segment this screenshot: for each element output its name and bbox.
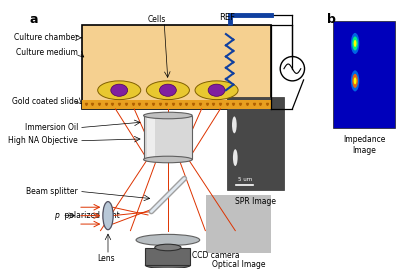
Text: polarized light: polarized light	[62, 211, 120, 220]
Ellipse shape	[160, 84, 176, 96]
Text: Cells: Cells	[148, 15, 166, 24]
Bar	[82, 25, 271, 109]
Text: Lens: Lens	[97, 254, 115, 263]
Ellipse shape	[146, 262, 190, 269]
Text: SPR Image: SPR Image	[235, 197, 276, 206]
Ellipse shape	[144, 156, 192, 163]
Bar	[227, 97, 284, 190]
Text: REF: REF	[219, 13, 235, 22]
Text: Beam splitter: Beam splitter	[26, 187, 78, 196]
Ellipse shape	[98, 81, 141, 100]
Text: Culture chamber: Culture chamber	[14, 33, 78, 42]
Text: b: b	[327, 14, 336, 26]
Bar	[82, 100, 271, 109]
Ellipse shape	[155, 244, 181, 251]
Text: p: p	[54, 211, 59, 220]
Text: CCD camera: CCD camera	[192, 251, 240, 260]
Ellipse shape	[103, 202, 113, 230]
Text: a: a	[29, 14, 38, 26]
Bar	[146, 249, 190, 265]
Ellipse shape	[354, 77, 356, 85]
Text: Gold coated slide: Gold coated slide	[12, 97, 78, 106]
Ellipse shape	[111, 84, 128, 96]
Ellipse shape	[351, 33, 359, 54]
Text: High NA Objective: High NA Objective	[8, 136, 78, 145]
Text: Culture medium: Culture medium	[16, 48, 78, 57]
Ellipse shape	[208, 84, 225, 96]
Text: Optical Image: Optical Image	[212, 260, 265, 269]
Bar	[147, 117, 155, 158]
Bar	[144, 115, 192, 160]
Ellipse shape	[233, 149, 238, 166]
Text: Immersion Oil: Immersion Oil	[25, 123, 78, 132]
Ellipse shape	[232, 116, 237, 133]
Ellipse shape	[351, 70, 359, 91]
Text: Impedance
Image: Impedance Image	[343, 135, 385, 155]
Ellipse shape	[354, 40, 356, 47]
Bar	[206, 195, 271, 253]
Text: 5 um: 5 um	[238, 177, 252, 182]
Ellipse shape	[352, 74, 358, 88]
Ellipse shape	[195, 81, 238, 100]
Ellipse shape	[144, 112, 192, 119]
Bar	[333, 21, 395, 128]
Ellipse shape	[352, 36, 358, 50]
Ellipse shape	[136, 234, 200, 245]
Ellipse shape	[146, 81, 190, 100]
